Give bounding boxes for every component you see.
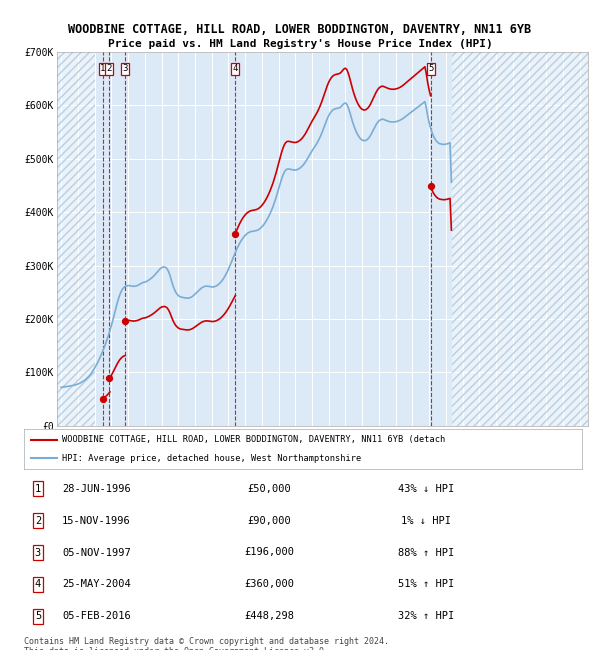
Text: 1% ↓ HPI: 1% ↓ HPI [401, 515, 451, 525]
Text: 1: 1 [35, 484, 41, 493]
Point [121, 316, 130, 326]
Text: 3: 3 [123, 64, 128, 73]
Text: 5: 5 [428, 64, 433, 73]
Text: 4: 4 [232, 64, 238, 73]
Text: 2: 2 [107, 64, 112, 73]
Point [230, 228, 240, 239]
Text: 05-FEB-2016: 05-FEB-2016 [62, 612, 131, 621]
Text: 28-JUN-1996: 28-JUN-1996 [62, 484, 131, 493]
Text: £50,000: £50,000 [248, 484, 292, 493]
Text: 1: 1 [100, 64, 106, 73]
Text: WOODBINE COTTAGE, HILL ROAD, LOWER BODDINGTON, DAVENTRY, NN11 6YB: WOODBINE COTTAGE, HILL ROAD, LOWER BODDI… [68, 23, 532, 36]
Text: 05-NOV-1997: 05-NOV-1997 [62, 547, 131, 558]
Point [98, 394, 107, 404]
Text: 5: 5 [35, 612, 41, 621]
Text: HPI: Average price, detached house, West Northamptonshire: HPI: Average price, detached house, West… [62, 454, 361, 463]
Bar [452, 52, 588, 426]
Bar [452, 52, 588, 426]
Text: 51% ↑ HPI: 51% ↑ HPI [398, 580, 454, 590]
Point [426, 181, 436, 192]
Bar [57, 52, 95, 426]
Text: Contains HM Land Registry data © Crown copyright and database right 2024.
This d: Contains HM Land Registry data © Crown c… [24, 637, 389, 650]
Text: 32% ↑ HPI: 32% ↑ HPI [398, 612, 454, 621]
Text: 15-NOV-1996: 15-NOV-1996 [62, 515, 131, 525]
Text: 4: 4 [35, 580, 41, 590]
Text: Price paid vs. HM Land Registry's House Price Index (HPI): Price paid vs. HM Land Registry's House … [107, 39, 493, 49]
Text: WOODBINE COTTAGE, HILL ROAD, LOWER BODDINGTON, DAVENTRY, NN11 6YB (detach: WOODBINE COTTAGE, HILL ROAD, LOWER BODDI… [62, 436, 445, 445]
Text: £90,000: £90,000 [248, 515, 292, 525]
Text: 43% ↓ HPI: 43% ↓ HPI [398, 484, 454, 493]
Point [104, 372, 114, 383]
Text: 3: 3 [35, 547, 41, 558]
Text: £448,298: £448,298 [245, 612, 295, 621]
Text: £196,000: £196,000 [245, 547, 295, 558]
Text: 25-MAY-2004: 25-MAY-2004 [62, 580, 131, 590]
Text: £360,000: £360,000 [245, 580, 295, 590]
Bar [57, 52, 95, 426]
Text: 2: 2 [35, 515, 41, 525]
Text: 88% ↑ HPI: 88% ↑ HPI [398, 547, 454, 558]
